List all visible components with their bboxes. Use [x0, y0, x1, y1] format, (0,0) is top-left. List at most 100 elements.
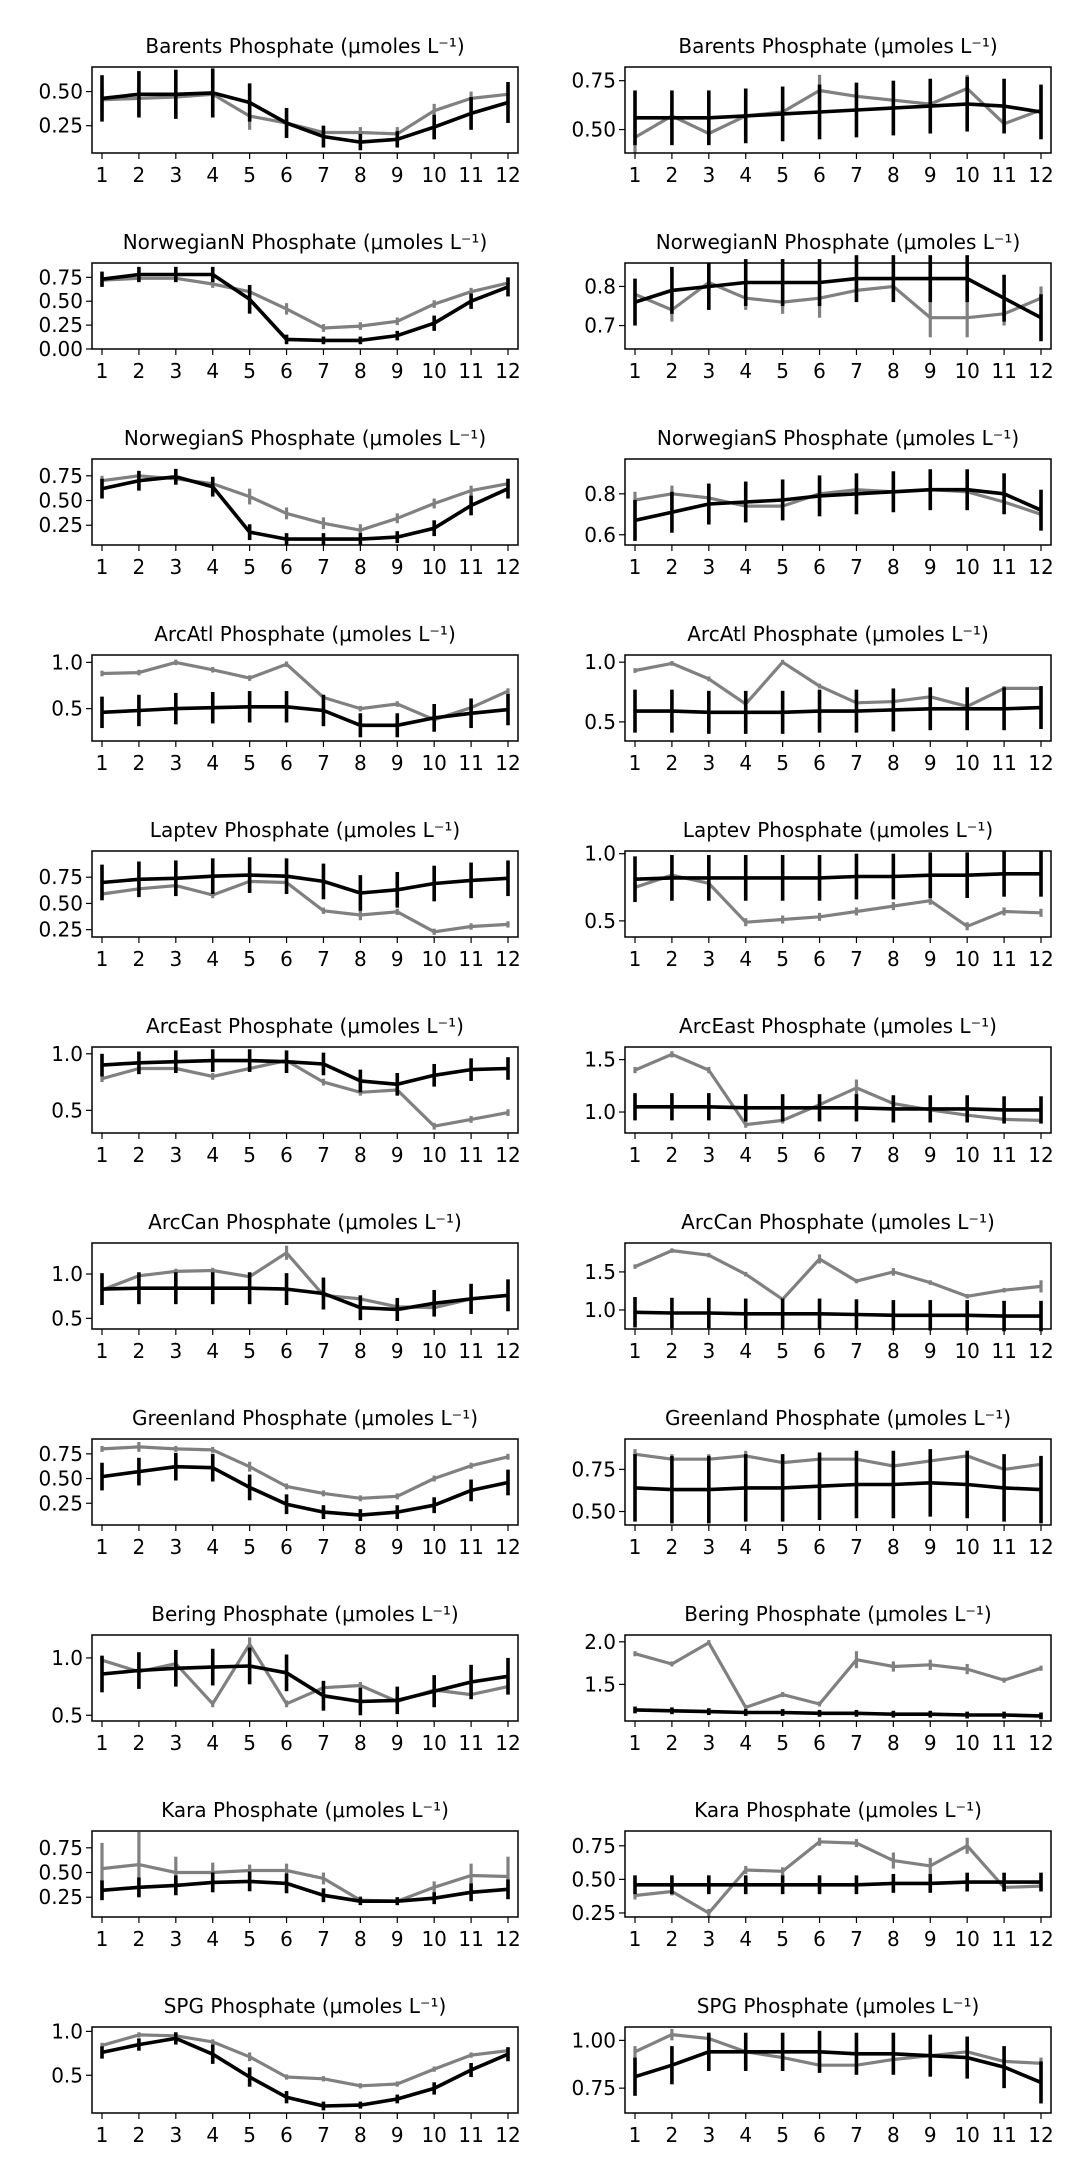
subplot: Greenland Phosphate (μmoles L⁻¹) 0.50 0.75…	[571, 1406, 1053, 1559]
series-line-black	[634, 487, 1042, 523]
series-line-black	[101, 1879, 509, 1903]
x-tick-label: 9	[924, 1143, 937, 1167]
y-tick-label: 0.75	[38, 1836, 83, 1860]
series-line-gray	[101, 879, 509, 934]
x-tick-label: 9	[924, 163, 937, 187]
x-tick-label: 4	[739, 2123, 752, 2147]
subplot: NorwegianN Phosphate (μmoles L⁻¹) 0.7 0.8 1…	[584, 230, 1054, 383]
x-tick-label: 5	[776, 947, 789, 971]
x-tick-label: 2	[666, 1927, 679, 1951]
x-tick-label: 10	[421, 359, 446, 383]
series-line-black	[635, 102, 1042, 120]
x-tick-label: 8	[887, 1731, 900, 1755]
axes-frame	[624, 1634, 1052, 1722]
x-tick-label: 5	[243, 555, 256, 579]
x-tick-label: 7	[317, 555, 330, 579]
x-tick-label: 12	[495, 1535, 520, 1559]
subplot-title: ArcEast Phosphate (μmoles L⁻¹)	[679, 1014, 997, 1038]
series-line-black	[634, 871, 1041, 881]
x-tick-label: 8	[887, 1339, 900, 1363]
x-tick-label: 7	[850, 1535, 863, 1559]
x-tick-label: 1	[96, 1143, 109, 1167]
x-tick-label: 3	[702, 2123, 715, 2147]
x-tick-label: 8	[887, 2123, 900, 2147]
x-tick-label: 8	[887, 1143, 900, 1167]
x-tick-label: 5	[243, 163, 256, 187]
x-tick-label: 11	[458, 947, 483, 971]
x-tick-label: 6	[280, 947, 293, 971]
subplot-title: NorwegianS Phosphate (μmoles L⁻¹)	[124, 426, 486, 450]
subplot: NorwegianS Phosphate (μmoles L⁻¹) 0.6 0.8 1…	[584, 426, 1054, 579]
series-line-gray	[101, 660, 509, 722]
x-tick-label: 1	[96, 947, 109, 971]
x-tick-label: 3	[702, 1143, 715, 1167]
axes-frame	[91, 1634, 519, 1722]
y-tick-label: 0.5	[51, 1098, 83, 1122]
x-tick-label: 8	[354, 1535, 367, 1559]
x-tick-label: 5	[776, 1339, 789, 1363]
x-tick-label: 7	[850, 555, 863, 579]
x-tick-label: 4	[739, 1339, 752, 1363]
axes-frame	[624, 458, 1052, 546]
x-tick-label: 11	[458, 163, 483, 187]
y-tick-label: 0.50	[38, 289, 83, 313]
subplot-title: Kara Phosphate (μmoles L⁻¹)	[694, 1798, 982, 1822]
x-tick-label: 12	[495, 947, 520, 971]
x-tick-label: 11	[991, 555, 1016, 579]
x-tick-label: 4	[206, 1339, 219, 1363]
x-tick-label: 8	[354, 2123, 367, 2147]
x-tick-label: 3	[702, 555, 715, 579]
axes-frame	[91, 654, 519, 742]
axes-frame	[624, 1242, 1052, 1330]
x-tick-label: 2	[666, 1731, 679, 1755]
x-tick-label: 6	[813, 163, 826, 187]
x-tick-label: 7	[850, 2123, 863, 2147]
x-tick-label: 5	[776, 1927, 789, 1951]
x-tick-label: 9	[391, 163, 404, 187]
series-line-gray	[634, 1248, 1042, 1301]
x-tick-label: 4	[206, 1731, 219, 1755]
x-tick-label: 11	[458, 2123, 483, 2147]
subplot: NorwegianN Phosphate (μmoles L⁻¹) 0.000.2…	[38, 230, 520, 383]
series-line-black	[635, 705, 1042, 715]
x-tick-label: 1	[629, 751, 642, 775]
y-tick-label: 0.50	[571, 118, 616, 142]
subplot-title: ArcEast Phosphate (μmoles L⁻¹)	[146, 1014, 464, 1038]
x-tick-label: 8	[887, 163, 900, 187]
y-tick-label: 1.0	[51, 1042, 83, 1066]
x-tick-label: 5	[776, 1143, 789, 1167]
series-line-gray	[101, 1058, 509, 1128]
x-tick-label: 1	[96, 1731, 109, 1755]
subplot: ArcAtl Phosphate (μmoles L⁻¹)0.51.01 2 3 4 5…	[51, 622, 521, 775]
x-tick-label: 12	[1028, 1535, 1053, 1559]
subplot: NorwegianS Phosphate (μmoles L⁻¹) 0.250.5…	[38, 426, 520, 579]
x-tick-label: 3	[702, 1339, 715, 1363]
x-tick-label: 6	[280, 1927, 293, 1951]
x-tick-label: 10	[954, 555, 979, 579]
subplot: ArcAtl Phosphate (μmoles L⁻¹)0.51.01 2 3 4 5…	[584, 622, 1054, 775]
x-tick-label: 8	[887, 947, 900, 971]
x-tick-label: 10	[421, 1143, 446, 1167]
x-tick-label: 9	[391, 751, 404, 775]
y-tick-label: 0.25	[38, 313, 83, 337]
axes-frame	[624, 1438, 1052, 1526]
x-tick-label: 11	[991, 1535, 1016, 1559]
x-tick-label: 8	[887, 1535, 900, 1559]
x-tick-label: 11	[458, 1535, 483, 1559]
x-tick-label: 6	[280, 1339, 293, 1363]
series-line-gray	[634, 2032, 1042, 2067]
x-tick-label: 9	[924, 359, 937, 383]
x-tick-label: 1	[96, 1535, 109, 1559]
x-tick-label: 10	[954, 1927, 979, 1951]
x-tick-label: 4	[206, 359, 219, 383]
x-tick-label: 5	[776, 1535, 789, 1559]
x-tick-label: 6	[280, 359, 293, 383]
subplot: ArcEast Phosphate (μmoles L⁻¹)0.51.01 2 3 4…	[51, 1014, 521, 1167]
axes-frame	[91, 1438, 519, 1526]
x-tick-label: 5	[243, 751, 256, 775]
x-tick-label: 2	[133, 1143, 146, 1167]
subplot-title: ArcCan Phosphate (μmoles L⁻¹)	[148, 1210, 462, 1234]
x-tick-label: 2	[133, 947, 146, 971]
y-tick-label: 0.5	[584, 710, 616, 734]
subplot: Laptev Phosphate (μmoles L⁻¹) 0.25 0.500.7…	[38, 818, 520, 971]
